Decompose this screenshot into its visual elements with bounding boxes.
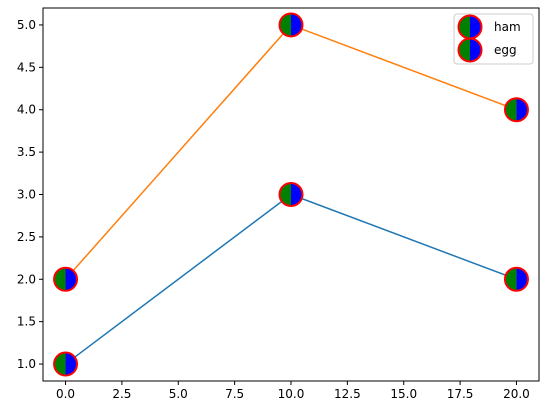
y-tick-label: 3.5 [17, 145, 36, 159]
series-line-egg [64, 24, 517, 280]
legend: ham egg [453, 13, 534, 65]
marker-edge [53, 351, 79, 377]
marker-right-half [65, 267, 78, 291]
marker-right-half [291, 13, 303, 37]
data-point-egg-1 [278, 12, 304, 38]
marker-left-half [279, 183, 291, 206]
marker-edge [457, 37, 483, 63]
marker-right-half [516, 267, 528, 291]
x-tick-label: 20.0 [503, 387, 530, 401]
marker-left-half [279, 13, 291, 37]
y-tick-label: 4.5 [17, 60, 36, 74]
data-point-ham-0 [53, 351, 79, 377]
y-tick-label: 2.5 [17, 230, 36, 244]
y-tick-label: 1.5 [17, 315, 36, 329]
data-point-egg-0 [53, 266, 79, 292]
y-tick-label: 4.0 [17, 103, 36, 117]
x-tick-label: 12.5 [334, 387, 361, 401]
marker-right-half [470, 15, 482, 39]
marker-left-half [458, 38, 470, 62]
marker-edge [503, 266, 529, 292]
marker-edge [278, 12, 304, 38]
data-point-ham-1 [278, 182, 304, 207]
x-tick-label: 0.0 [56, 387, 75, 401]
x-tick-label: 17.5 [447, 387, 474, 401]
x-tick-label: 5.0 [169, 387, 188, 401]
x-tick-label: 15.0 [390, 387, 417, 401]
marker-edge [278, 182, 304, 207]
y-tick-label: 3.0 [17, 188, 36, 202]
marker-left-half [54, 267, 66, 291]
axes-layer: 0.0 2.5 5.0 7.5 10.0 12.5 15.0 17.5 20.0 1.0 1.5 2.… [17, 7, 540, 401]
data-point-egg-2 [503, 97, 529, 123]
marker-edge [503, 97, 529, 123]
legend-label-egg: egg [494, 43, 517, 57]
x-tick-label: 7.5 [225, 387, 244, 401]
legend-marker-egg [457, 37, 483, 63]
y-tick-label: 1.0 [17, 357, 36, 371]
marker-left-half [54, 352, 66, 376]
marker-left-half [504, 267, 517, 291]
x-tick-label: 2.5 [112, 387, 131, 401]
marker-right-half [516, 98, 528, 122]
marker-right-half [291, 183, 303, 206]
x-tick-label: 10.0 [278, 387, 305, 401]
marker-left-half [458, 15, 470, 39]
y-tick-label: 2.0 [17, 272, 36, 286]
marker-edge [53, 266, 79, 292]
legend-label-ham: ham [494, 20, 521, 34]
marker-right-half [470, 38, 482, 62]
marker-left-half [504, 98, 517, 122]
y-tick-label: 5.0 [17, 18, 36, 32]
plot-layer [53, 12, 529, 377]
legend-marker-ham [457, 14, 483, 40]
series-line-ham [65, 193, 517, 365]
marker-right-half [65, 352, 78, 376]
data-point-ham-2 [503, 266, 529, 292]
